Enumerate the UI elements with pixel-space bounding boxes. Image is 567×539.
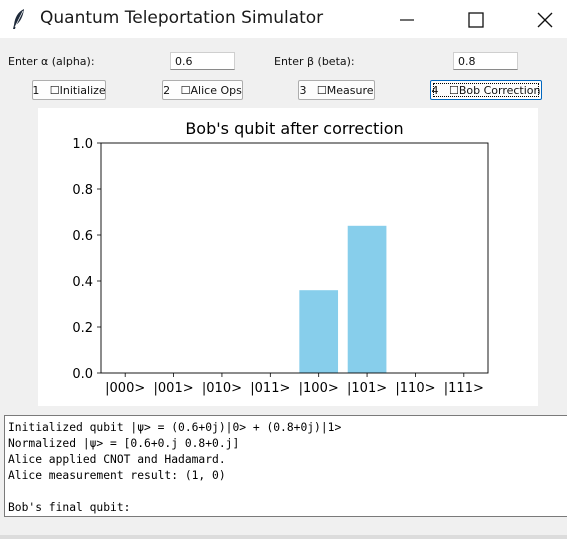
maximize-icon (468, 12, 484, 28)
x-tick-label: |110> (395, 381, 435, 396)
feather-icon (13, 9, 24, 29)
log-line: Bob's final qubit: (8, 501, 131, 514)
close-button[interactable] (521, 0, 567, 38)
bar-chart: Bob's qubit after correction |000> |001> |0… (72, 119, 489, 396)
log-line (8, 484, 567, 500)
minimize-button[interactable] (383, 0, 429, 38)
bar (299, 290, 339, 373)
alpha-label: Enter α (alpha): (8, 55, 95, 68)
bottom-edge (0, 530, 567, 539)
beta-input[interactable] (453, 52, 518, 70)
x-tick-label: |011> (250, 381, 290, 396)
x-tick-label: |010> (202, 381, 242, 396)
y-tick-label: 0.0 (72, 367, 93, 382)
initialize-button[interactable]: 1 ☐Initialize (32, 80, 106, 100)
x-tick-label: |100> (299, 381, 339, 396)
y-tick-label: 0.4 (72, 275, 93, 290)
window-title: Quantum Teleportation Simulator (40, 8, 324, 28)
chart-area: Bob's qubit after correction |000> |001> |0… (38, 108, 538, 406)
x-tick-label: |111> (444, 381, 484, 396)
plot-frame (100, 142, 489, 374)
log-line: Normalized |ψ> = [0.6+0.j 0.8+0.j] (8, 437, 240, 450)
bar (347, 225, 387, 373)
bob-correction-button[interactable]: 4 ☐Bob Correction (430, 80, 542, 100)
x-tick-label: |000> (105, 381, 145, 396)
log-line: Alice applied CNOT and Hadamard. (8, 453, 226, 466)
beta-label: Enter β (beta): (274, 55, 355, 68)
alpha-input[interactable] (170, 52, 235, 70)
output-log[interactable]: Initialized qubit |ψ> = (0.6+0j)|0> + (0… (4, 415, 567, 517)
x-tick-label: |101> (347, 381, 387, 396)
minimize-icon (400, 19, 414, 21)
y-tick-label: 0.2 (72, 321, 93, 336)
title-bar: Quantum Teleportation Simulator (0, 0, 567, 38)
y-tick-label: 0.6 (72, 229, 93, 244)
y-tick-label: 0.8 (72, 183, 93, 198)
x-tick-label: |001> (154, 381, 194, 396)
log-line: Initialized qubit |ψ> = (0.6+0j)|0> + (0… (8, 421, 342, 434)
maximize-button[interactable] (452, 0, 498, 38)
measure-button[interactable]: 3 ☐Measure (298, 80, 375, 100)
log-line: Alice measurement result: (1, 0) (8, 469, 226, 482)
chart-title: Bob's qubit after correction (185, 119, 403, 138)
y-tick-label: 1.0 (72, 137, 93, 152)
alice-ops-button[interactable]: 2 ☐Alice Ops (162, 80, 243, 100)
close-icon (537, 12, 553, 28)
